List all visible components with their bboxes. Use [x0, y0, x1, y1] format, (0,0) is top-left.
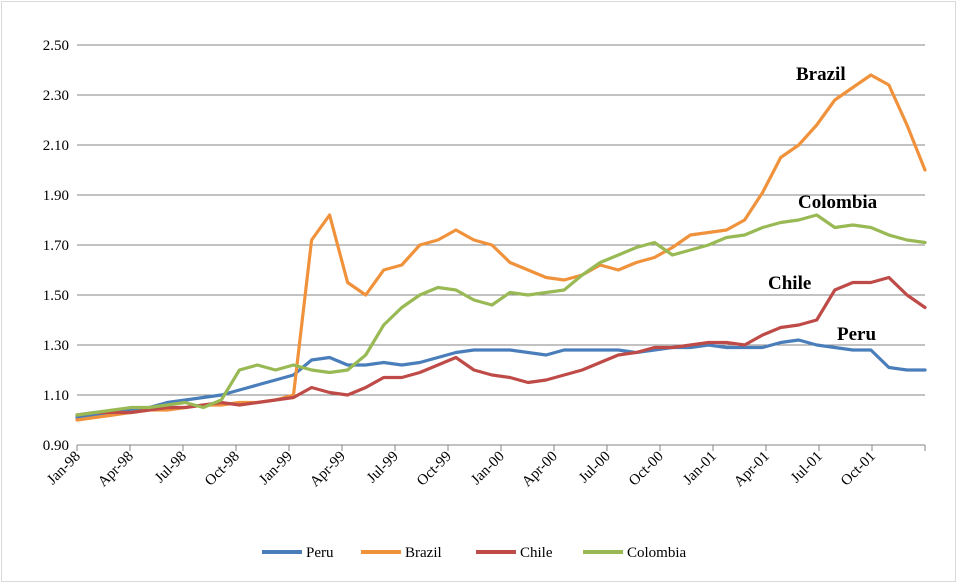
series-annotations: Brazil Colombia Chile Peru	[768, 64, 878, 345]
y-tick-label: 1.70	[43, 238, 69, 254]
annotation-peru: Peru	[837, 324, 876, 345]
legend-label-chile: Chile	[520, 545, 553, 561]
y-tick-label: 2.30	[43, 88, 69, 104]
x-tick-label: Oct-99	[414, 449, 455, 490]
x-tick-label: Oct-00	[626, 449, 667, 490]
x-tick-label: Jan-98	[44, 449, 84, 489]
x-tick-label: Oct-98	[202, 449, 243, 490]
x-tick-label: Apr-01	[731, 449, 773, 491]
x-tick-label: Jul-99	[364, 449, 402, 487]
x-tick-label: Jul-01	[788, 449, 826, 487]
legend-label-peru: Peru	[306, 545, 334, 561]
gridlines	[77, 44, 925, 446]
y-tick-label: 1.30	[43, 338, 69, 354]
y-tick-label: 2.10	[43, 138, 69, 154]
legend: Peru Brazil Chile Colombia	[262, 545, 687, 561]
legend-label-brazil: Brazil	[405, 545, 442, 561]
y-tick-label: 1.10	[43, 388, 69, 404]
x-tick-label: Apr-00	[519, 449, 561, 491]
x-tick-label: Jul-98	[152, 449, 190, 487]
x-tick-label: Apr-98	[95, 449, 137, 491]
series-line-colombia	[75, 213, 927, 417]
x-tick-label: Oct-01	[838, 449, 879, 490]
x-tick-label: Jan-00	[468, 449, 508, 489]
series-line-brazil	[75, 73, 927, 422]
annotation-colombia: Colombia	[798, 192, 878, 213]
y-tick-label: 2.50	[43, 38, 69, 54]
y-axis-ticks: 0.90 1.10 1.30 1.50 1.70 1.90 2.10 2.30 2.50	[43, 38, 69, 454]
y-tick-label: 1.50	[43, 288, 69, 304]
y-tick-label: 1.90	[43, 188, 69, 204]
x-tick-label: Jul-00	[576, 449, 614, 487]
x-tick-label: Jan-99	[256, 449, 296, 489]
series-line-peru	[75, 338, 927, 420]
y-tick-label: 0.90	[43, 438, 69, 454]
x-axis: Jan-98 Apr-98 Jul-98 Oct-98 Jan-99 Apr-99 Jul-…	[44, 444, 926, 491]
series-lines	[75, 73, 927, 422]
legend-label-colombia: Colombia	[627, 545, 687, 561]
x-tick-label: Apr-99	[307, 449, 349, 491]
annotation-brazil: Brazil	[796, 64, 846, 85]
annotation-chile: Chile	[768, 273, 811, 294]
x-tick-label: Jan-01	[680, 449, 720, 489]
